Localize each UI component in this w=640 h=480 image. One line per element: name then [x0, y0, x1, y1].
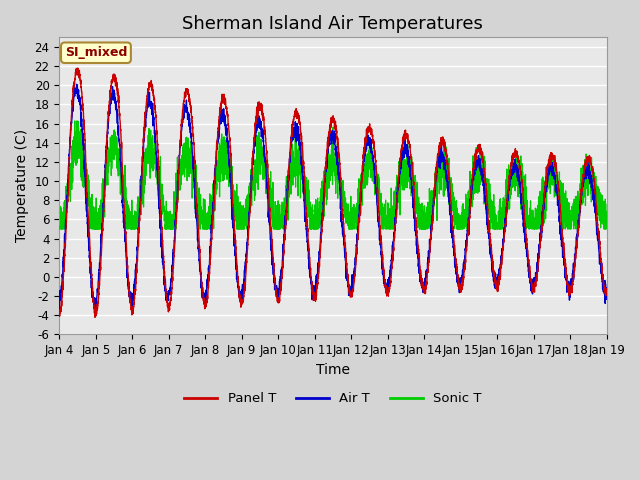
Panel T — [387, 280, 394, 286]
Panel T — [56, 313, 63, 319]
Sonic T — [603, 209, 611, 215]
Panel T — [396, 155, 404, 161]
Air T — [551, 176, 559, 182]
Air T — [603, 288, 611, 294]
Line: Air T: Air T — [60, 84, 607, 312]
Sonic T — [396, 177, 404, 182]
Text: SI_mixed: SI_mixed — [65, 46, 127, 59]
Sonic T — [387, 226, 394, 232]
Line: Sonic T: Sonic T — [60, 121, 607, 229]
Sonic T — [602, 209, 610, 215]
Title: Sherman Island Air Temperatures: Sherman Island Air Temperatures — [182, 15, 483, 33]
Sonic T — [209, 192, 216, 198]
X-axis label: Time: Time — [316, 362, 350, 377]
Panel T — [91, 314, 99, 320]
Panel T — [209, 223, 216, 228]
Panel T — [173, 204, 180, 209]
Air T — [603, 294, 611, 300]
Panel T — [551, 160, 559, 166]
Air T — [56, 288, 63, 294]
Air T — [173, 199, 180, 205]
Air T — [56, 309, 63, 315]
Panel T — [603, 288, 611, 293]
Air T — [209, 214, 216, 219]
Sonic T — [551, 180, 559, 185]
Sonic T — [73, 118, 81, 124]
Sonic T — [173, 191, 180, 196]
Legend: Panel T, Air T, Sonic T: Panel T, Air T, Sonic T — [179, 387, 487, 410]
Panel T — [74, 65, 81, 71]
Air T — [73, 82, 81, 87]
Line: Panel T: Panel T — [60, 68, 607, 317]
Air T — [387, 264, 394, 269]
Panel T — [603, 290, 611, 296]
Sonic T — [56, 226, 63, 232]
Y-axis label: Temperature (C): Temperature (C) — [15, 129, 29, 242]
Air T — [396, 166, 404, 171]
